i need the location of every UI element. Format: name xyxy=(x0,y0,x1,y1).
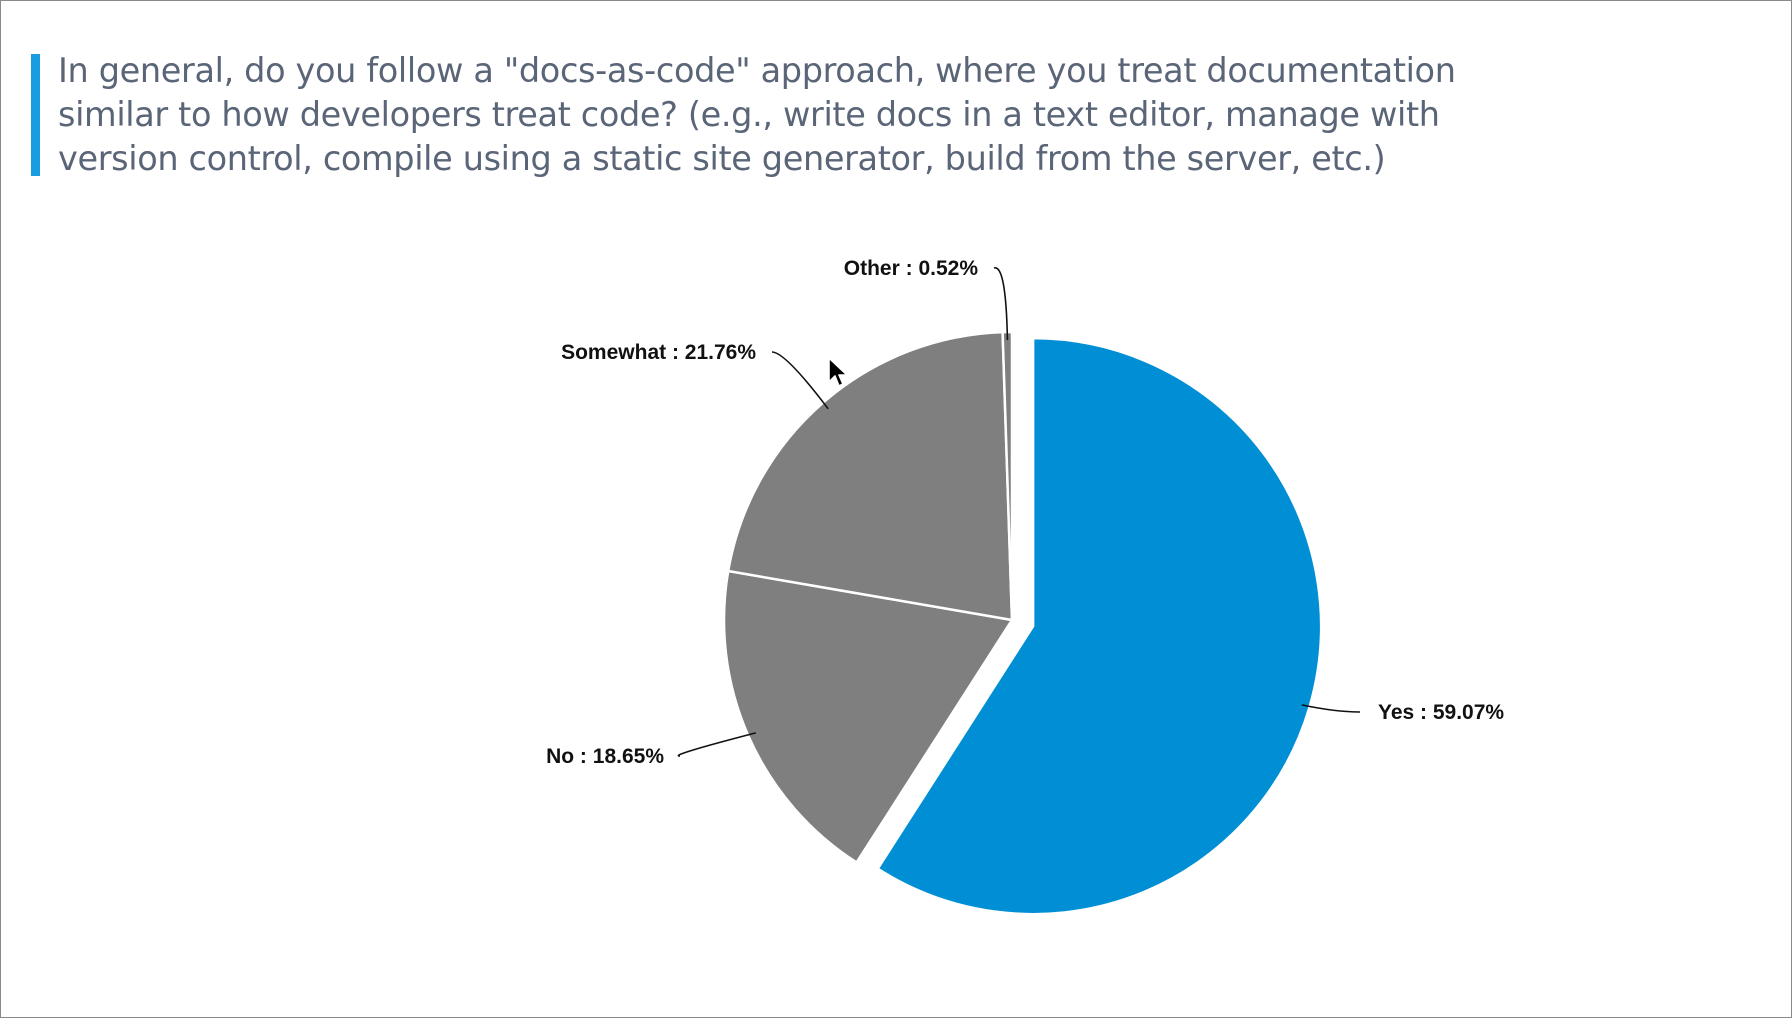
leader-line-yes xyxy=(1301,704,1361,713)
leader-line-somewhat xyxy=(771,351,829,410)
pie-label-no: No : 18.65% xyxy=(546,745,664,768)
pie-leader-lines xyxy=(677,267,1361,757)
pie-label-somewhat: Somewhat : 21.76% xyxy=(561,341,756,364)
leader-line-no xyxy=(677,732,756,757)
leader-line-other xyxy=(993,267,1009,341)
pie-slice-no xyxy=(722,569,1014,864)
pie-slices xyxy=(722,330,1323,916)
pie-slice-somewhat xyxy=(726,330,1014,622)
pie-labels: Yes : 59.07% No : 18.65% Somewhat : 21.76%… xyxy=(546,257,1504,768)
question-accent-bar xyxy=(31,54,40,176)
pie-label-other: Other : 0.52% xyxy=(844,257,979,280)
pie-label-yes: Yes : 59.07% xyxy=(1378,701,1504,724)
mouse-pointer-icon xyxy=(828,357,848,387)
question-title: In general, do you follow a "docs-as-cod… xyxy=(58,51,1456,178)
